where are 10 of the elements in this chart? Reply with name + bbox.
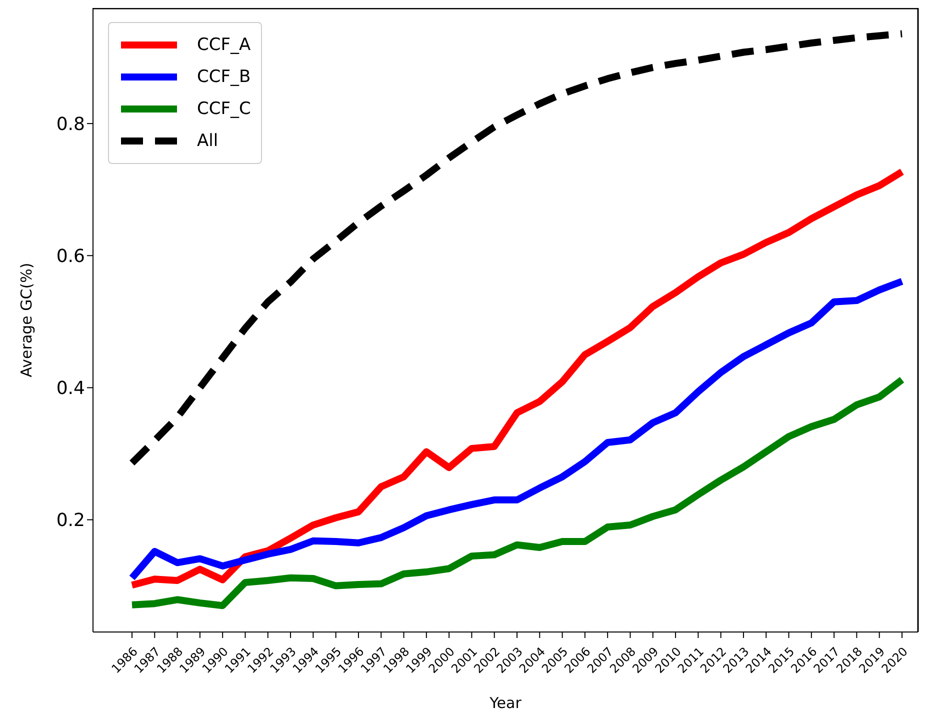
y-tick-label: 0.4 — [56, 378, 85, 400]
legend-label: CCF_A — [197, 35, 251, 55]
x-axis-title: Year — [488, 694, 522, 712]
y-tick-label: 0.2 — [56, 510, 85, 532]
legend-label: CCF_C — [197, 99, 251, 119]
y-tick-label: 0.6 — [56, 246, 85, 268]
y-axis-title: Average GC(%) — [17, 262, 36, 378]
legend-label: CCF_B — [197, 67, 251, 87]
y-tick-label: 0.8 — [56, 114, 85, 135]
legend-label: All — [197, 131, 218, 151]
